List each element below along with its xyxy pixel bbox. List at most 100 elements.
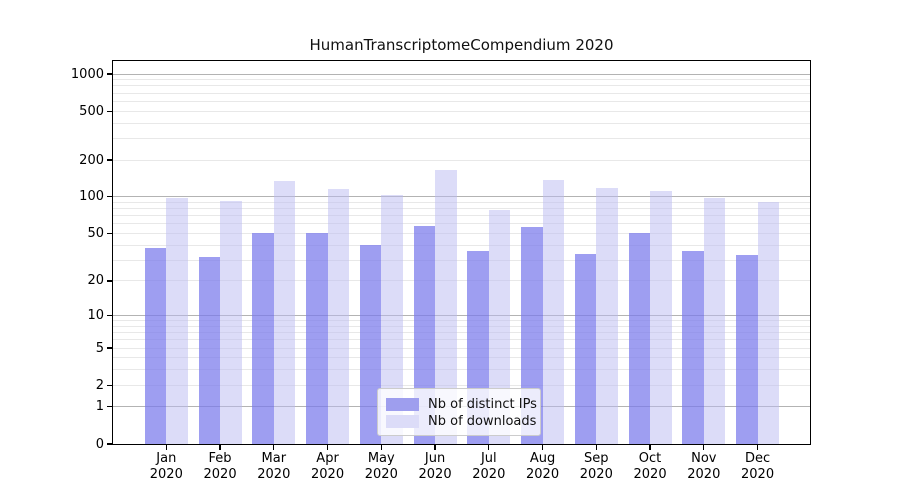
bar-distinct-ips-jan [144,247,167,444]
x-tick-label: Jul 2020 [472,451,506,482]
bar-downloads-may [381,195,403,444]
minor-gridline [113,339,810,341]
minor-gridline [113,137,810,139]
minor-gridline [113,215,810,217]
y-tick-label: 0 [95,436,104,452]
major-gridline [113,73,810,75]
x-tick-mark [273,445,275,450]
legend-label-downloads: Nb of downloads [428,414,537,429]
minor-gridline [113,384,810,386]
minor-gridline [113,159,810,161]
minor-gridline [113,369,810,371]
x-tick-mark [326,445,329,450]
y-tick-mark [107,347,112,349]
x-tick-label: May 2020 [364,451,398,482]
y-tick-mark [107,73,112,75]
bar-distinct-ips-oct [628,233,651,444]
minor-gridline [113,201,810,203]
x-tick-mark [219,445,221,450]
bar-downloads-mar [273,180,296,444]
y-tick-label: 5 [95,340,104,356]
bar-distinct-ips-mar [252,233,274,444]
x-tick-mark [488,445,490,450]
minor-gridline [113,357,810,359]
y-tick-label: 500 [79,103,104,119]
bar-downloads-sep [596,188,618,444]
y-tick-label: 20 [87,273,104,289]
chart-title: HumanTranscriptomeCompendium 2020 [309,36,614,54]
x-tick-label: Mar 2020 [257,451,291,482]
bar-distinct-ips-apr [306,233,328,444]
plot-area: Nb of distinct IPs Nb of downloads [112,60,811,445]
minor-gridline [113,100,810,102]
x-tick-mark [595,445,597,450]
minor-gridline [113,347,810,349]
bar-distinct-ips-may [359,245,382,444]
x-tick-mark [756,445,759,450]
x-tick-mark [165,445,167,450]
y-tick-mark [107,196,112,198]
major-gridline [113,315,810,317]
x-tick-label: Oct 2020 [633,451,667,482]
minor-gridline [113,259,810,261]
legend-label-distinct-ips: Nb of distinct IPs [428,397,537,412]
x-tick-label: Sep 2020 [579,451,613,482]
minor-gridline [113,332,810,334]
legend-swatch-downloads [386,415,419,428]
minor-gridline [113,92,810,94]
x-tick-mark [703,445,705,450]
y-tick-label: 100 [79,189,104,205]
minor-gridline [113,208,810,210]
bar-downloads-jun [435,170,457,444]
minor-gridline [113,320,810,322]
bar-distinct-ips-sep [574,253,597,444]
x-tick-label: Nov 2020 [687,451,721,482]
bar-distinct-ips-dec [736,255,758,444]
minor-gridline [113,85,810,87]
y-tick-label: 200 [79,152,104,168]
legend-item-distinct-ips: Nb of distinct IPs [386,396,537,413]
major-gridline [113,196,810,198]
x-tick-label: Jan 2020 [149,451,183,482]
bar-distinct-ips-feb [198,256,221,444]
x-tick-mark [380,445,382,450]
legend: Nb of distinct IPs Nb of downloads [377,388,541,436]
x-tick-label: Aug 2020 [526,451,560,482]
minor-gridline [113,325,810,327]
y-tick-mark [107,314,112,317]
minor-gridline [113,122,810,124]
x-tick-label: Dec 2020 [741,451,775,482]
y-tick-label: 1 [95,399,104,415]
bar-downloads-jul [488,210,511,444]
minor-gridline [113,79,810,81]
legend-item-downloads: Nb of downloads [386,413,536,430]
x-tick-mark [434,445,436,450]
x-tick-mark [541,445,544,450]
bar-downloads-jan [166,197,188,444]
minor-gridline [113,280,810,282]
y-tick-label: 50 [87,225,104,241]
y-tick-mark [107,280,112,282]
x-tick-label: Apr 2020 [311,451,345,482]
y-tick-mark [107,384,112,386]
legend-swatch-distinct-ips [386,398,419,411]
minor-gridline [113,244,810,246]
y-tick-mark [107,232,112,235]
y-tick-mark [107,443,112,445]
x-tick-label: Feb 2020 [203,451,237,482]
y-tick-label: 1000 [70,66,104,82]
bar-downloads-aug [542,179,565,444]
minor-gridline [113,232,810,234]
y-tick-mark [107,110,112,112]
minor-gridline [113,110,810,112]
y-tick-mark [107,159,112,161]
bar-downloads-oct [650,190,672,444]
y-tick-label: 10 [87,308,104,324]
minor-gridline [113,223,810,225]
y-tick-label: 2 [95,377,104,393]
bar-downloads-apr [327,189,350,444]
bar-downloads-nov [703,198,726,444]
bar-downloads-feb [220,201,242,444]
bar-distinct-ips-nov [682,250,704,444]
